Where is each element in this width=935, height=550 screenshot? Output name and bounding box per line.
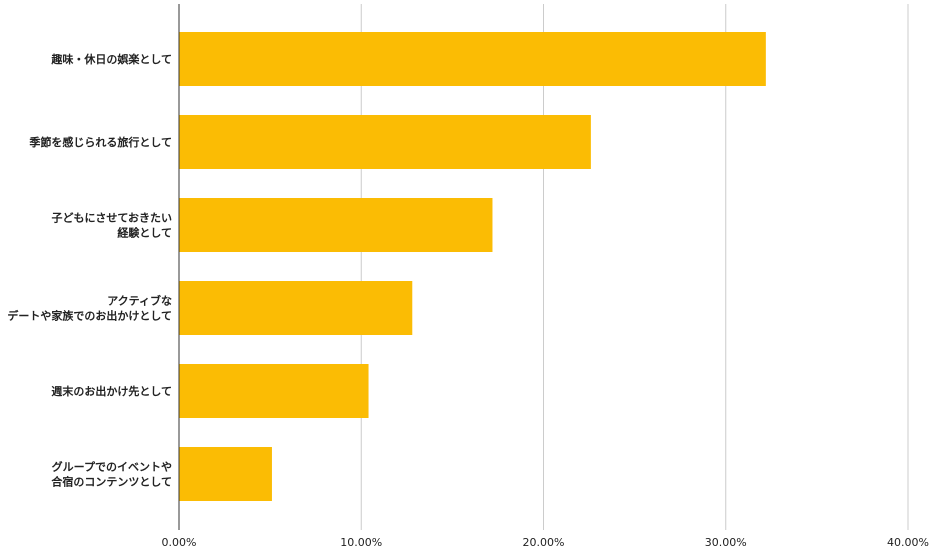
category-label: グループでのイベントや合宿のコンテンツとして (51, 460, 172, 489)
category-label: 週末のお出かけ先として (51, 384, 172, 398)
x-tick-labels: 0.00% 10.00% 20.00% 30.00% 40.00% (162, 536, 929, 549)
category-label: 子どもにさせておきたい経験として (52, 212, 172, 240)
grid-lines (360, 4, 909, 530)
bar (179, 198, 493, 252)
bars (179, 32, 766, 501)
bar (179, 115, 591, 169)
bar (179, 447, 272, 501)
x-tick-label: 30.00% (705, 536, 747, 549)
category-label: 季節を感じられる旅行として (28, 135, 172, 149)
x-tick-label: 0.00% (162, 536, 197, 549)
x-tick-label: 40.00% (887, 536, 929, 549)
category-labels: 趣味・休日の娯楽として季節を感じられる旅行として子どもにさせておきたい経験として… (7, 52, 172, 489)
x-tick-label: 20.00% (523, 536, 565, 549)
bar (179, 32, 766, 86)
category-label: アクティブなデートや家族でのお出かけとして (7, 294, 172, 323)
bar (179, 364, 369, 418)
bar (179, 281, 413, 335)
x-tick-label: 10.00% (340, 536, 382, 549)
category-label: 趣味・休日の娯楽として (50, 52, 172, 66)
